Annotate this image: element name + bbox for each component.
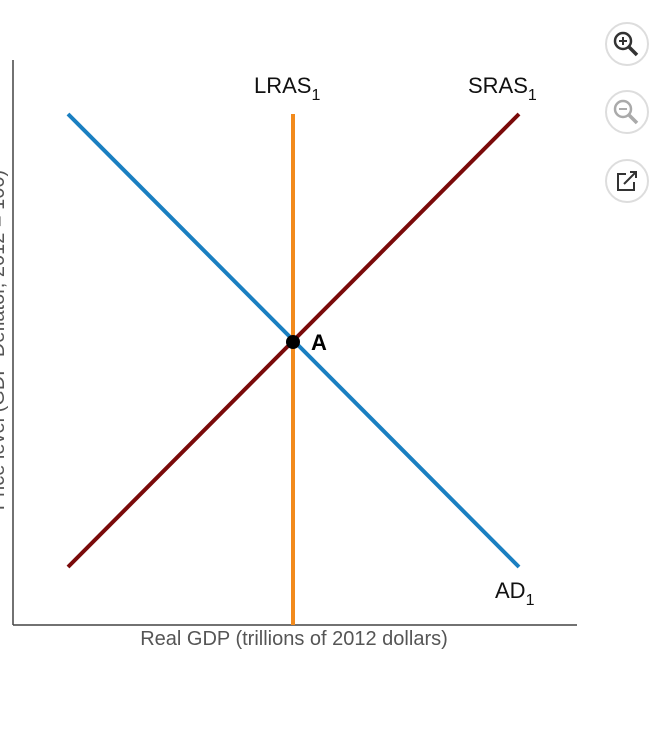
sras-label: SRAS1 [468,73,537,104]
equilibrium-point [286,335,300,349]
ad-label: AD1 [495,578,535,609]
y-axis-label: Price level (GDP Deflator, 2012 = 100) [0,170,9,510]
ad-subscript: 1 [526,592,535,609]
lras-label: LRAS1 [254,73,320,104]
ad-name: AD [495,578,526,603]
open-external-button[interactable] [605,159,649,203]
point-label: A [311,330,327,355]
sras-subscript: 1 [528,87,537,104]
zoom-in-button[interactable] [605,22,649,66]
x-axis-label: Real GDP (trillions of 2012 dollars) [140,628,448,650]
sras-name: SRAS [468,73,528,98]
lras-subscript: 1 [311,87,320,104]
lras-name: LRAS [254,73,311,98]
zoom-out-button[interactable] [605,90,649,134]
